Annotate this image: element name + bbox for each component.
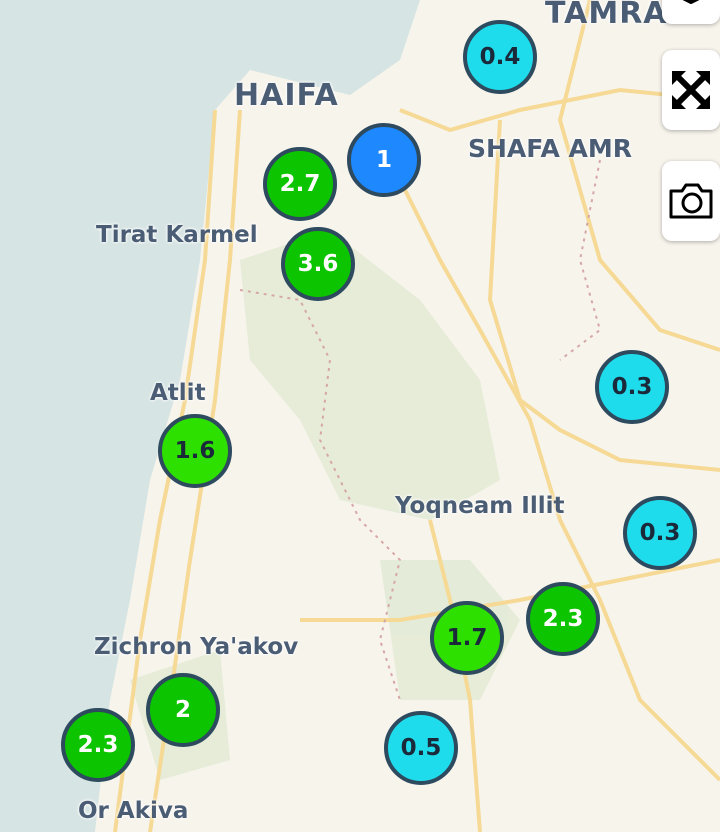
map-label-haifa: HAIFA <box>234 78 339 113</box>
map-label-zichron-yaakov: Zichron Ya'akov <box>94 634 299 660</box>
map-marker[interactable]: 1.7 <box>430 601 504 675</box>
map-label-yoqneam-illit: Yoqneam Illit <box>395 493 565 519</box>
map-marker[interactable]: 2.3 <box>526 582 600 656</box>
fullscreen-button[interactable] <box>662 50 720 130</box>
map-label-or-akiva: Or Akiva <box>78 798 189 824</box>
layers-icon <box>682 0 700 4</box>
map-marker[interactable]: 0.3 <box>595 350 669 424</box>
map-marker[interactable]: 2.3 <box>61 708 135 782</box>
sea <box>0 0 420 832</box>
map-marker[interactable]: 3.6 <box>281 227 355 301</box>
layers-button[interactable] <box>662 0 720 24</box>
camera-icon <box>669 183 713 219</box>
map-label-shafa-amr: SHAFA AMR <box>468 134 633 163</box>
camera-button[interactable] <box>662 161 720 241</box>
map-marker[interactable]: 2.7 <box>263 147 337 221</box>
map-marker[interactable]: 0.3 <box>623 496 697 570</box>
map-marker[interactable]: 1 <box>347 123 421 197</box>
map-marker[interactable]: 1.6 <box>158 414 232 488</box>
map-marker[interactable]: 0.4 <box>463 20 537 94</box>
map-label-tirat-karmel: Tirat Karmel <box>96 222 258 248</box>
map-label-atlit: Atlit <box>150 380 206 406</box>
boundaries <box>239 159 602 701</box>
map-marker[interactable]: 2 <box>146 673 220 747</box>
map-marker[interactable]: 0.5 <box>384 711 458 785</box>
fullscreen-icon <box>672 71 710 109</box>
map-label-tamra: TAMRA <box>545 0 668 31</box>
